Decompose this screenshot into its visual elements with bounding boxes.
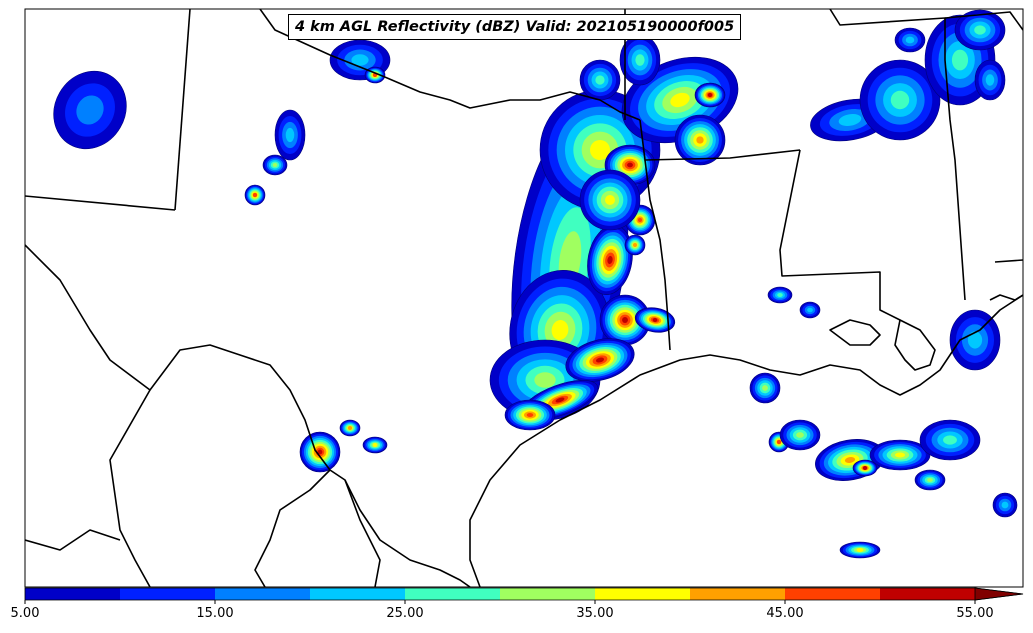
reflectivity-contour [856,548,864,552]
reflectivity-contour [253,193,257,197]
rio-grande [25,244,471,587]
reflectivity-contour [272,163,278,167]
ar-ms-river [829,9,966,301]
mx-state-4 [344,479,381,587]
al-fl-border [994,259,1023,263]
colorbar-segment [120,588,216,600]
colorbar-segment [25,588,121,600]
reflectivity-contour [635,54,645,66]
colorbar-tick-label: 55.00 [956,606,994,621]
nm-south-border [25,195,176,211]
ms-al-border [944,11,1023,31]
colorbar-tick-label: 35.00 [576,606,614,621]
reflectivity-contour [373,443,377,447]
reflectivity-contour [670,92,690,108]
reflectivity-contour [838,114,862,126]
colorbar-extend-arrow [974,587,1024,601]
reflectivity-contour [844,456,856,464]
reflectivity-contour [967,331,983,349]
reflectivity-contour [943,435,957,445]
ar-la-border [779,149,901,321]
reflectivity-contour [622,317,628,323]
reflectivity-field [53,9,1018,559]
colorbar [24,587,1024,604]
colorbar-segment [880,588,976,600]
reflectivity-contour [348,426,352,430]
reflectivity-contour [927,478,933,482]
reflectivity-contour [652,317,658,323]
colorbar-segment [405,588,501,600]
reflectivity-contour [696,136,704,144]
colorbar-segment [785,588,881,600]
ar-border [639,119,801,161]
louisiana-bays [829,319,881,346]
reflectivity-contour [551,320,569,340]
colorbar-outline [24,587,1024,601]
reflectivity-contour [607,255,613,265]
reflectivity-contour [595,75,605,85]
ms-delta [894,319,936,371]
reflectivity-contour [633,243,637,247]
reflectivity-contour [905,36,915,44]
reflectivity-contour [796,432,804,438]
texas-panhandle-north [259,9,641,121]
reflectivity-contour [708,93,712,97]
reflectivity-contour [807,307,813,313]
reflectivity-contour [595,357,605,363]
reflectivity-contour [777,293,783,297]
map-title: 4 km AGL Reflectivity (dBZ) Valid: 20210… [288,14,742,40]
colorbar-tick-label: 25.00 [386,606,424,621]
reflectivity-contour [317,449,323,455]
reflectivity-contour [1001,501,1009,509]
reflectivity-contour [605,195,615,205]
colorbar-segment [215,588,311,600]
map-boundaries [25,9,1023,587]
mx-state-3 [254,469,331,587]
colorbar-tick-label: 45.00 [766,606,804,621]
reflectivity-contour [895,452,905,458]
reflectivity-contour [627,162,633,168]
reflectivity-contour [890,90,910,110]
reflectivity-contour [863,466,867,470]
reflectivity-contour [777,440,781,444]
reflectivity-contour [351,54,369,66]
reflectivity-contour [555,397,565,403]
tx-la-border [644,159,671,351]
colorbar-tick-label: 5.00 [10,606,40,621]
reflectivity-contour [638,218,642,222]
colorbar-segment [595,588,691,600]
reflectivity-contour [762,385,768,391]
reflectivity-contour [285,127,295,143]
reflectivity-contour [974,25,986,35]
reflectivity-contour [951,49,969,71]
reflectivity-contour [76,95,104,125]
reflectivity-contour [590,140,610,160]
reflectivity-contour [526,413,534,417]
colorbar-segment [500,588,596,600]
colorbar-segment [310,588,406,600]
nm-az-border [174,9,191,211]
mx-state-1 [109,389,151,587]
mx-state-2 [25,529,121,551]
colorbar-tick-label: 15.00 [196,606,234,621]
reflectivity-contour [985,74,995,86]
reflectivity-contour [534,372,556,388]
gulf-coastline [469,294,1023,587]
colorbar-segment [690,588,786,600]
